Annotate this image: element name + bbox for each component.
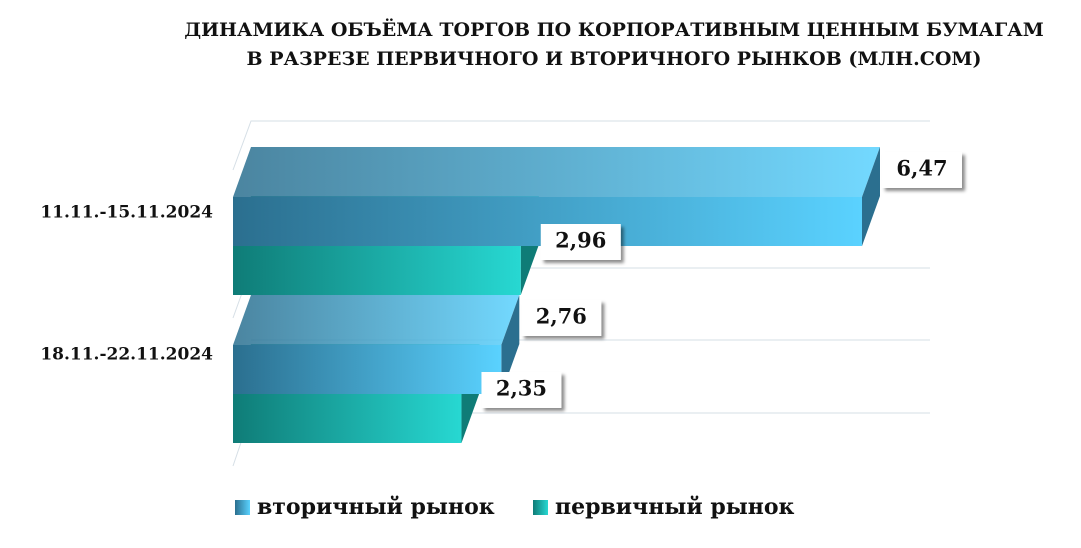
legend-label: первичный рынок	[555, 494, 795, 520]
bar-side	[501, 295, 520, 394]
bar	[233, 246, 521, 295]
value-label: 2,96	[555, 228, 606, 253]
y-tick-label: 11.11.-15.11.2024	[40, 203, 213, 223]
chart-title: В РАЗРЕЗЕ ПЕРВИЧНОГО И ВТОРИЧНОГО РЫНКОВ…	[247, 48, 982, 70]
value-label: 2,35	[496, 376, 547, 401]
value-label-box	[540, 224, 621, 260]
legend-swatch	[235, 500, 250, 515]
value-label-box	[481, 372, 562, 408]
bar-top	[233, 295, 520, 345]
value-label-box	[521, 300, 602, 336]
value-label: 6,47	[896, 156, 947, 181]
value-label: 2,76	[536, 304, 587, 329]
legend-swatch	[533, 500, 548, 515]
chart-title: ДИНАМИКА ОБЪЁМА ТОРГОВ ПО КОРПОРАТИВНЫМ …	[184, 18, 1044, 41]
bar-side	[862, 147, 880, 246]
bar-top	[233, 147, 880, 197]
bar	[233, 394, 462, 443]
value-label-box	[882, 152, 962, 188]
y-tick-label: 18.11.-22.11.2024	[40, 345, 213, 365]
legend-label: вторичный рынок	[257, 494, 495, 520]
bar	[233, 345, 502, 394]
